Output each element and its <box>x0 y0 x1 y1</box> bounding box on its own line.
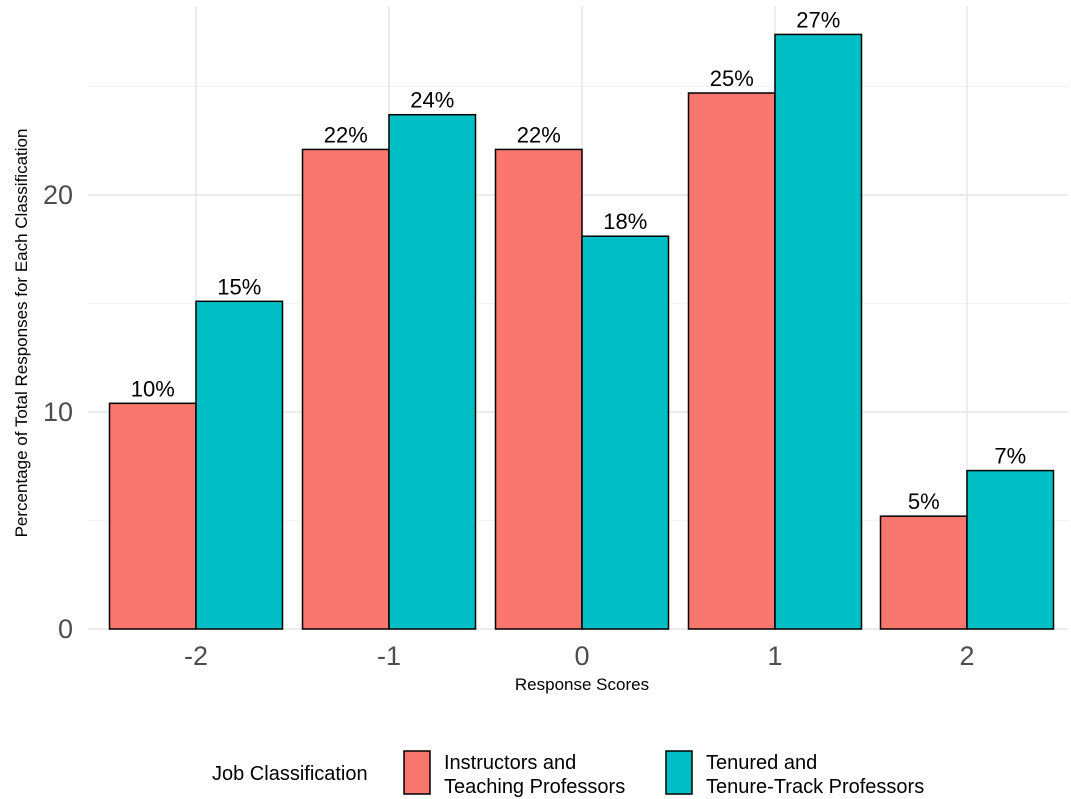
x-tick-label: 0 <box>574 641 589 671</box>
legend-label-tenured: Tenured and Tenure-Track Professors <box>706 752 924 798</box>
x-axis-title: Response Scores <box>515 675 649 694</box>
y-tick-labels: 0 10 20 <box>43 180 73 644</box>
bar-instructors--1 <box>301 148 390 630</box>
bar-tenured--2 <box>195 300 284 630</box>
bars <box>108 33 1055 630</box>
data-label: 27% <box>796 7 840 32</box>
data-label: 24% <box>410 88 454 113</box>
data-label: 25% <box>710 66 754 91</box>
x-tick-label: 2 <box>959 641 974 671</box>
data-label: 18% <box>603 209 647 234</box>
x-tick-label: 1 <box>767 641 782 671</box>
legend-title: Job Classification <box>212 763 368 785</box>
bar-tenured-2 <box>966 469 1055 630</box>
data-label: 7% <box>994 444 1026 469</box>
legend-key-tenured <box>665 750 693 795</box>
bar-instructors-0 <box>494 148 583 630</box>
y-tick-label: 20 <box>43 180 73 210</box>
data-label: 22% <box>517 122 561 147</box>
y-tick-label: 10 <box>43 397 73 427</box>
data-label: 5% <box>908 489 940 514</box>
y-tick-label: 0 <box>58 614 73 644</box>
legend-label-instructors: Instructors and Teaching Professors <box>444 752 625 798</box>
bar-tenured-1 <box>774 33 863 630</box>
legend: Job Classification Instructors and Teach… <box>212 750 924 798</box>
data-label: 22% <box>324 122 368 147</box>
bar-tenured--1 <box>388 113 477 630</box>
bar-tenured-0 <box>581 235 670 630</box>
x-tick-label: -2 <box>184 641 208 671</box>
data-labels: 10% 15% 22% 24% 22% 18% 25% 27% 5% 7% <box>131 7 1026 514</box>
bar-instructors--2 <box>108 402 197 630</box>
data-label: 10% <box>131 376 175 401</box>
bar-instructors-1 <box>687 92 776 630</box>
data-label: 15% <box>217 274 261 299</box>
x-tick-label: -1 <box>377 641 401 671</box>
x-tick-labels: -2 -1 0 1 2 <box>184 641 975 671</box>
legend-key-instructors <box>403 750 431 795</box>
bar-instructors-2 <box>879 515 968 630</box>
y-axis-title: Percentage of Total Responses for Each C… <box>12 129 31 538</box>
